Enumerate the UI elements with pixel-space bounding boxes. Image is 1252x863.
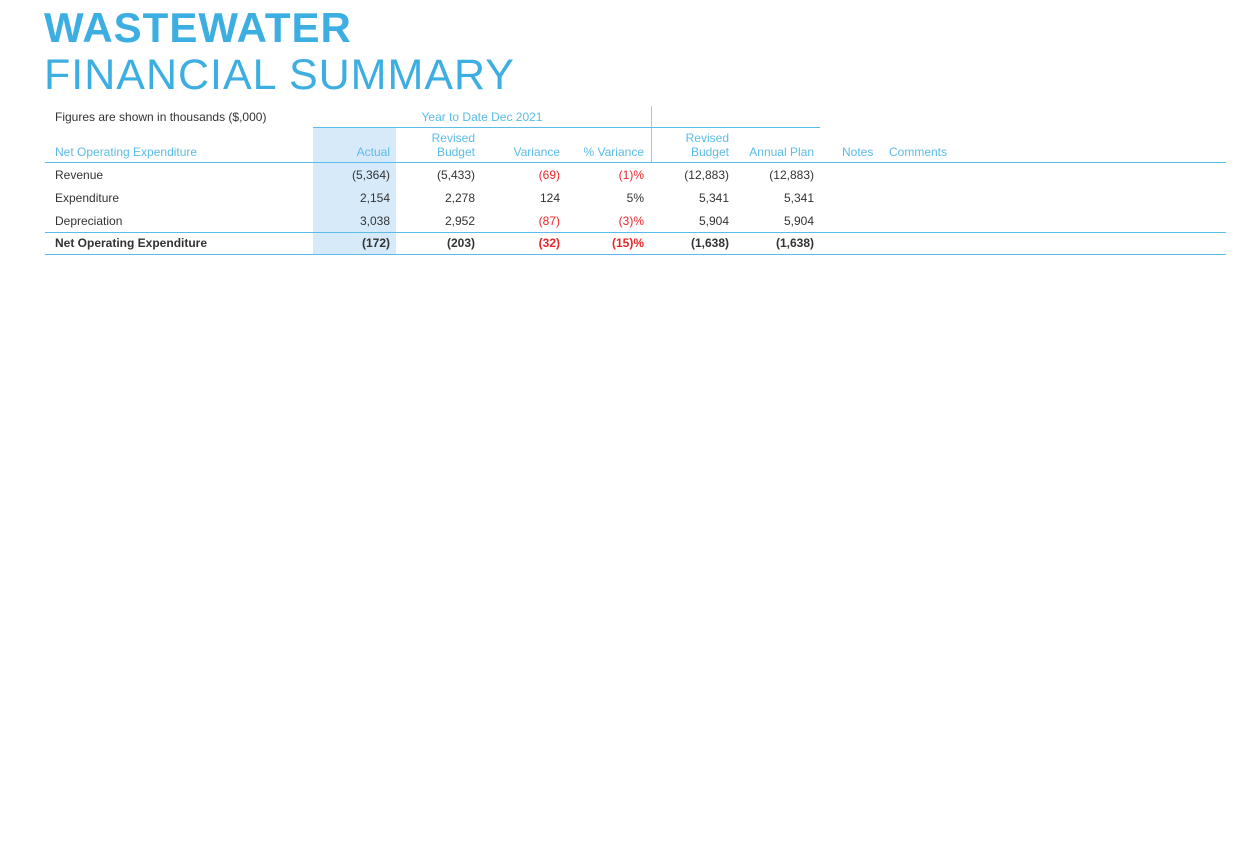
cell: 2,278: [444, 191, 475, 205]
cell: (5,364): [351, 168, 390, 182]
cell: (87): [538, 214, 560, 228]
table-note: Figures are shown in thousands ($,000): [55, 110, 267, 124]
cell: 5,341: [783, 191, 814, 205]
total-cell: (1,638): [690, 236, 729, 250]
column-header: Actual: [356, 145, 390, 159]
group-header: Year to Date Dec 2021: [421, 110, 543, 124]
cell: 5%: [626, 191, 644, 205]
title: WASTEWATER: [44, 4, 352, 51]
total-rule: [45, 232, 1226, 233]
cell: (1)%: [618, 168, 644, 182]
cell: 5,904: [783, 214, 814, 228]
row-label: Expenditure: [55, 191, 120, 205]
cell: 2,154: [359, 191, 390, 205]
column-header: Revised Budget: [685, 131, 729, 159]
cell: 124: [539, 191, 560, 205]
column-header: Variance: [513, 145, 560, 159]
total-cell: (32): [538, 236, 560, 250]
actual-highlight: [313, 128, 396, 254]
bottom-rule: [45, 254, 1226, 255]
group-rule: [313, 127, 820, 128]
total-cell: (15)%: [611, 236, 644, 250]
cell: 5,904: [698, 214, 729, 228]
header-rule: [45, 162, 1226, 163]
total-cell: (172): [361, 236, 390, 250]
row-label: Net Operating Expenditure: [55, 236, 208, 250]
divider: [651, 106, 652, 162]
cell: (12,883): [684, 168, 729, 182]
column-header: Notes: [842, 145, 874, 159]
row-label: Revenue: [55, 168, 104, 182]
total-cell: (203): [446, 236, 475, 250]
subtitle: FINANCIAL SUMMARY: [44, 51, 515, 99]
cell: (3)%: [618, 214, 644, 228]
total-cell: (1,638): [775, 236, 814, 250]
cell: (69): [538, 168, 560, 182]
column-header: Comments: [889, 145, 948, 159]
row-label: Depreciation: [55, 214, 123, 228]
cell: 3,038: [359, 214, 390, 228]
column-header: Annual Plan: [749, 145, 814, 159]
cell: 5,341: [698, 191, 729, 205]
cell: (5,433): [436, 168, 475, 182]
column-header: Net Operating Expenditure: [55, 145, 198, 159]
cell: (12,883): [769, 168, 814, 182]
column-header: % Variance: [583, 145, 644, 159]
cell: 2,952: [444, 214, 475, 228]
column-header: Revised Budget: [431, 131, 475, 159]
